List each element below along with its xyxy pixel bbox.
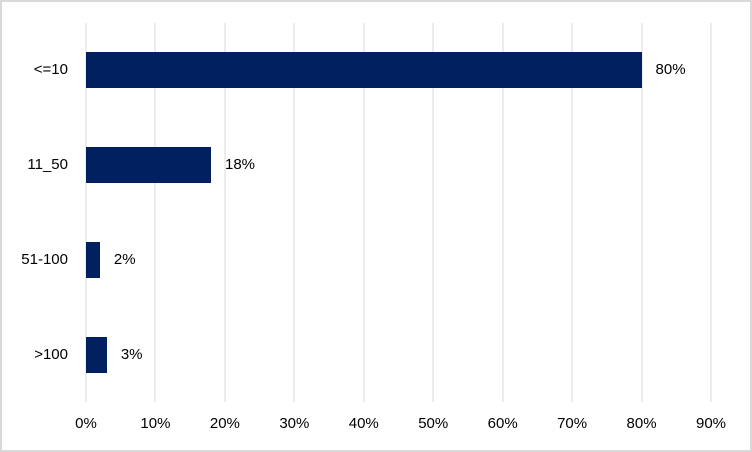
y-axis-category-labels: <=10 11_50 51-100 >100 [2, 23, 68, 402]
data-label: 3% [120, 345, 143, 363]
x-axis-tick-label: 40% [348, 415, 379, 432]
x-axis-tick-label: 90% [695, 415, 727, 432]
gridline [641, 23, 643, 402]
gridline [363, 23, 365, 402]
x-axis-tick-label: 80% [626, 415, 657, 432]
bar [86, 241, 100, 278]
data-label: 80% [655, 61, 686, 79]
category-label: >100 [34, 345, 68, 363]
x-axis-tick-label: 10% [140, 415, 171, 432]
x-axis-tick-label: 70% [557, 415, 588, 432]
bar [86, 147, 211, 184]
gridline [154, 23, 156, 402]
data-label: 2% [113, 250, 136, 268]
gridline [502, 23, 504, 402]
x-axis-tick-label: 30% [279, 415, 310, 432]
gridline [710, 23, 712, 402]
x-axis-tick-label: 0% [75, 415, 97, 432]
gridline [432, 23, 434, 402]
bar [86, 52, 642, 89]
gridline [571, 23, 573, 402]
category-label: 51-100 [21, 250, 68, 268]
bar [86, 336, 107, 373]
x-axis-tick-label: 60% [487, 415, 518, 432]
category-label: <=10 [33, 61, 68, 79]
x-axis: 0% 10% 20% 30% 40% 50% 60% 70% 80% 90% [75, 415, 726, 435]
category-label: 11_50 [27, 156, 68, 174]
data-label: 18% [225, 156, 256, 174]
gridline [224, 23, 226, 402]
gridline [293, 23, 295, 402]
gridline [85, 23, 87, 402]
x-axis-tick-label: 50% [418, 415, 449, 432]
x-axis-tick-label: 20% [209, 415, 240, 432]
plot-area: 80% 18% 2% 3% [85, 23, 712, 402]
